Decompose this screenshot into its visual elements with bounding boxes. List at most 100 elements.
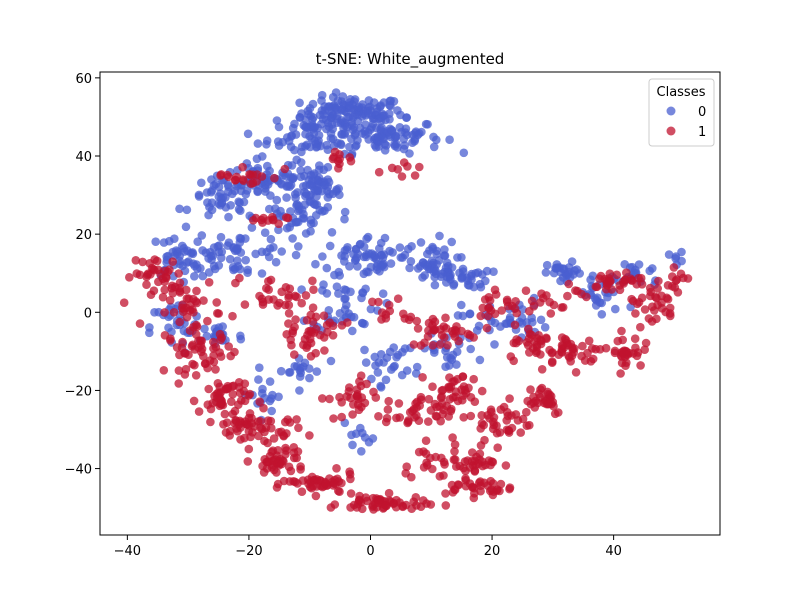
- point-class-1: [332, 464, 341, 473]
- point-class-1: [291, 315, 300, 324]
- point-class-1: [168, 288, 178, 298]
- point-class-0: [268, 390, 277, 400]
- point-class-1: [445, 395, 455, 404]
- point-class-1: [458, 372, 468, 381]
- point-class-1: [640, 305, 650, 314]
- point-class-1: [303, 330, 312, 340]
- point-class-1: [318, 394, 327, 403]
- point-class-1: [483, 311, 493, 321]
- point-class-1: [308, 303, 318, 313]
- point-class-1: [450, 455, 460, 464]
- point-class-0: [407, 242, 416, 251]
- point-class-0: [390, 361, 399, 371]
- point-class-1: [450, 377, 459, 386]
- point-class-1: [424, 417, 433, 426]
- point-class-0: [295, 98, 304, 108]
- point-class-0: [322, 263, 332, 273]
- point-class-1: [480, 295, 490, 304]
- point-class-0: [201, 248, 211, 257]
- point-class-1: [279, 457, 288, 466]
- point-class-1: [504, 426, 514, 436]
- point-class-1: [501, 461, 511, 470]
- point-class-0: [254, 375, 263, 384]
- point-class-1: [240, 396, 250, 406]
- point-class-0: [243, 129, 253, 139]
- point-class-0: [422, 262, 432, 271]
- point-class-1: [334, 486, 343, 496]
- point-class-1: [166, 334, 175, 344]
- point-class-1: [142, 280, 151, 290]
- point-class-0: [447, 237, 457, 247]
- legend-marker-class-0: [666, 106, 676, 116]
- point-class-0: [296, 166, 305, 175]
- point-class-1: [617, 358, 627, 368]
- point-class-1: [160, 277, 169, 287]
- point-class-0: [473, 268, 483, 277]
- point-class-0: [463, 280, 473, 290]
- point-class-1: [260, 436, 269, 446]
- point-class-0: [341, 294, 350, 303]
- point-class-0: [214, 261, 224, 270]
- point-class-0: [322, 124, 331, 134]
- point-class-0: [181, 222, 191, 232]
- point-class-1: [293, 479, 302, 488]
- point-class-0: [611, 304, 620, 314]
- point-class-1: [450, 485, 459, 494]
- point-class-0: [364, 109, 373, 118]
- point-class-0: [395, 123, 405, 132]
- point-class-1: [544, 399, 553, 409]
- point-class-0: [162, 252, 171, 261]
- point-class-1: [394, 399, 404, 408]
- point-class-1: [358, 504, 367, 514]
- point-class-1: [428, 464, 437, 474]
- point-class-1: [532, 346, 541, 356]
- point-class-0: [505, 315, 514, 325]
- point-class-1: [213, 309, 222, 318]
- point-class-1: [135, 319, 145, 328]
- point-class-1: [577, 351, 586, 361]
- point-class-1: [160, 308, 169, 317]
- point-class-1: [343, 318, 352, 327]
- point-class-1: [522, 407, 531, 417]
- point-class-1: [244, 421, 253, 430]
- point-class-1: [346, 474, 355, 484]
- point-class-0: [308, 99, 318, 109]
- point-class-0: [567, 257, 577, 266]
- point-class-1: [415, 401, 425, 410]
- point-class-0: [340, 285, 349, 294]
- point-class-0: [286, 207, 295, 216]
- point-class-0: [241, 234, 250, 243]
- point-class-1: [165, 296, 175, 305]
- point-class-1: [482, 323, 492, 333]
- point-class-1: [470, 489, 479, 498]
- point-class-1: [472, 452, 481, 462]
- point-class-1: [234, 400, 243, 410]
- point-class-1: [374, 167, 384, 177]
- point-class-0: [416, 238, 426, 247]
- point-class-0: [378, 289, 388, 299]
- point-class-1: [246, 432, 255, 442]
- point-class-0: [209, 181, 219, 190]
- legend: Classes 0 1: [648, 78, 715, 147]
- point-class-0: [398, 347, 407, 357]
- point-class-1: [321, 479, 331, 489]
- point-class-1: [344, 387, 354, 396]
- point-class-0: [297, 147, 306, 157]
- point-class-0: [357, 447, 366, 456]
- point-class-0: [350, 97, 359, 106]
- point-class-1: [423, 332, 433, 341]
- point-class-0: [294, 242, 303, 251]
- y-tick-label: −20: [65, 384, 92, 399]
- x-tick-label: −20: [235, 544, 262, 559]
- point-class-0: [228, 263, 238, 272]
- point-class-0: [353, 262, 362, 271]
- point-class-1: [233, 426, 242, 436]
- point-class-1: [672, 275, 682, 284]
- point-class-1: [601, 343, 611, 353]
- point-class-1: [334, 164, 343, 173]
- x-tick-label: −40: [114, 544, 141, 559]
- point-class-0: [290, 119, 299, 129]
- point-class-1: [263, 216, 273, 225]
- point-class-1: [444, 382, 453, 392]
- point-class-1: [335, 154, 345, 164]
